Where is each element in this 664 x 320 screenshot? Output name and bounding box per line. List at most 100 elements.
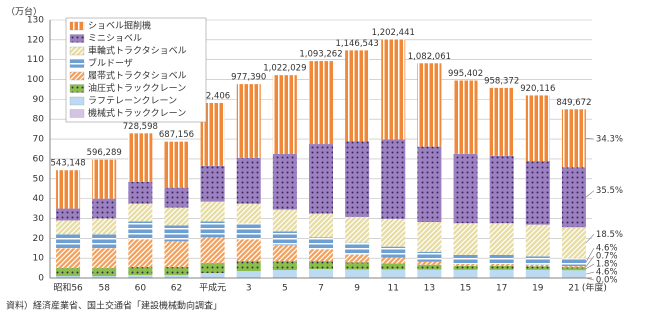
legend-box: [65, 17, 207, 123]
bar-segment: [345, 50, 370, 142]
legend-label: 油圧式トラッククレーン: [88, 82, 186, 94]
legend-label: ブルドーザ: [88, 57, 133, 69]
legend-swatch: [69, 84, 85, 93]
y-tick-label: 100: [27, 75, 44, 85]
bar-segment: [381, 263, 406, 270]
bar-segment: [272, 231, 297, 246]
bar-segment: [525, 95, 550, 162]
share-leader: [585, 277, 595, 281]
bar-segment: [128, 267, 153, 276]
legend-swatch: [69, 59, 85, 68]
bar-segment: [272, 245, 297, 262]
y-tick-label: 50: [33, 174, 45, 184]
bar-segment: [56, 234, 81, 249]
bar-segment: [561, 266, 586, 268]
x-tick-label: 9: [354, 284, 360, 294]
bar-segment: [56, 170, 81, 209]
bar-segment: [453, 269, 478, 278]
share-label: 34.3%: [596, 135, 623, 145]
bar-segment: [453, 254, 478, 264]
bar-segment: [417, 251, 442, 262]
bar-segment: [453, 263, 478, 266]
share-label: 18.5%: [596, 230, 623, 240]
bar-segment: [92, 276, 117, 278]
total-label: 1,093,262: [299, 50, 342, 60]
bar-segment: [345, 242, 370, 255]
bar-segment: [345, 262, 370, 270]
share-leader: [585, 190, 595, 198]
y-tick-label: 40: [33, 194, 45, 204]
source-note: 資料）経済産業省、国土交通省「建設機械動向調査」: [6, 300, 222, 312]
total-label: 1,146,543: [336, 39, 379, 49]
total-label: 1,082,061: [408, 52, 451, 62]
y-tick-label: 80: [33, 115, 45, 125]
share-label: 4.6%: [596, 244, 618, 254]
bar-segment: [381, 218, 406, 247]
total-label: 882,406: [195, 91, 230, 101]
bar-segment: [525, 161, 550, 225]
bar-segment: [489, 223, 514, 255]
bar-segment: [561, 270, 586, 278]
total-label: 958,372: [484, 76, 519, 86]
bar-segment: [489, 263, 514, 266]
x-tick-label: 11: [388, 284, 399, 294]
bar-segment: [309, 213, 333, 238]
bar-segment: [381, 269, 406, 278]
bar-segment: [417, 63, 442, 147]
legend-swatch: [69, 46, 85, 56]
bar-segment: [489, 87, 514, 156]
bar-segment: [309, 249, 333, 262]
total-label: 977,390: [231, 73, 266, 83]
bar-segment: [92, 159, 117, 199]
bar-segment: [525, 269, 550, 278]
y-tick-label: 130: [27, 16, 44, 26]
bar-segment: [128, 239, 153, 268]
bar-segment: [164, 275, 189, 278]
total-label: 1,202,441: [372, 28, 415, 38]
bar-segment: [164, 187, 189, 208]
bar-segment: [236, 261, 261, 272]
bar-segment: [236, 157, 261, 204]
bar-segment: [453, 265, 478, 270]
y-tick-label: 0: [38, 274, 44, 284]
x-tick-label: 昭和56: [53, 283, 83, 294]
share-leader: [585, 234, 595, 243]
bar-segment: [489, 265, 514, 270]
legend-swatch: [69, 21, 85, 31]
bar-segment: [345, 216, 370, 243]
y-tick-label: 60: [33, 154, 45, 164]
legend-label: ショベル掘削機: [88, 20, 151, 32]
legend-label: 機械式トラッククレーン: [88, 107, 186, 119]
bar-segment: [489, 254, 514, 264]
bar-segment: [56, 248, 81, 269]
bar-segment: [200, 221, 225, 238]
bar-segment: [345, 269, 370, 278]
bar-segment: [92, 268, 117, 277]
bar-segment: [272, 277, 297, 278]
x-unit: (年度): [582, 282, 607, 294]
bar-segment: [56, 268, 81, 277]
share-label: 0.7%: [596, 252, 618, 262]
bar-segment: [92, 277, 117, 278]
total-label: 920,116: [520, 84, 555, 94]
bar-segment: [128, 275, 153, 278]
bar-segment: [200, 273, 225, 278]
share-label: 1.8%: [596, 260, 618, 270]
x-tick-label: 15: [460, 284, 471, 294]
bar-segment: [128, 203, 153, 222]
bar-segment: [561, 227, 586, 259]
bar-segment: [128, 277, 153, 278]
bar-segment: [164, 241, 189, 268]
bar-segment: [417, 222, 442, 252]
bar-segment: [164, 207, 189, 226]
bar-segment: [272, 270, 297, 278]
bar-segment: [489, 155, 514, 224]
bar-segment: [525, 256, 550, 265]
bar-segment: [200, 237, 225, 264]
legend-label: ラフテレーンクレーン: [88, 96, 177, 107]
share-leader: [585, 271, 595, 275]
bar-segment: [489, 269, 514, 278]
bar-segment: [92, 218, 117, 235]
bar-segment: [561, 167, 586, 228]
